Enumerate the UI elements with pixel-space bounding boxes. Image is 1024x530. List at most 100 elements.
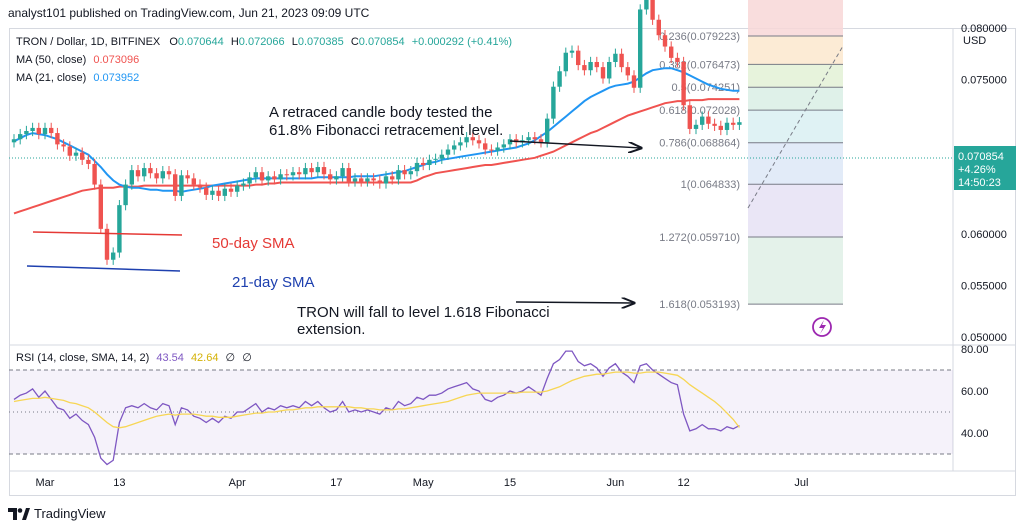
candle (222, 183, 227, 202)
fib-zone (748, 64, 843, 88)
fib-zone (748, 184, 843, 237)
ma50-line (13, 98, 740, 215)
candle (687, 100, 692, 135)
date-tick: Mar (36, 477, 55, 489)
rsi-sma-line (13, 371, 740, 429)
candle (656, 14, 661, 41)
rsi-sma-value: 42.64 (191, 352, 219, 364)
svg-text:TRON / Dollar, 1D, BITFINEX: TRON / Dollar, 1D, BITFINEX O0.070644 H0… (16, 36, 512, 48)
fib-level-label: 0.786(0.068864) (659, 138, 740, 150)
candle (483, 138, 488, 155)
candle (706, 111, 711, 129)
candle (594, 56, 599, 73)
fib-level-label: 1.618(0.053193) (659, 299, 740, 311)
open-value: 0.070644 (178, 36, 224, 48)
currency-label: USD (963, 35, 986, 47)
alert-icon[interactable] (812, 317, 832, 337)
candle (359, 173, 364, 187)
price-tick: 0.060000 (961, 229, 1007, 241)
candle (24, 125, 29, 140)
candle (235, 180, 240, 197)
candle (470, 132, 475, 146)
ma21-value: 0.073952 (93, 72, 139, 84)
target-annotation-line-1: TRON will fall to level 1.618 Fibonacci (297, 304, 550, 321)
candle (334, 171, 339, 185)
candle (30, 122, 35, 137)
ma50-line-group (13, 98, 740, 215)
rsi-legend: RSI (14, close, SMA, 14, 2) 43.54 42.64 … (16, 352, 252, 364)
candle (737, 117, 742, 130)
candle (501, 139, 506, 153)
candle (464, 132, 469, 148)
candle (693, 119, 699, 135)
candle (731, 117, 736, 130)
rsi-axis: 80.00 60.00 40.00 (961, 344, 989, 440)
candle (129, 164, 134, 190)
candle (104, 223, 110, 265)
close-label: C (351, 36, 359, 48)
ma50-label: MA (50, close) (16, 54, 86, 66)
rsi-tick: 40.00 (961, 428, 989, 440)
candle (253, 167, 258, 183)
candle (123, 179, 128, 211)
candle (495, 142, 500, 156)
fib-zone (748, 36, 843, 65)
candle (619, 48, 624, 73)
svg-text:RSI (14, close, SMA, 14, 2): RSI (14, close, SMA, 14, 2) 43.54 42.64 … (16, 352, 252, 364)
svg-text:MA (50, close) 0.073096: MA (50, close) 0.073096 (16, 54, 139, 66)
target-arrow (515, 302, 634, 303)
date-tick: Jun (607, 477, 625, 489)
candle (160, 166, 165, 184)
candle (538, 134, 544, 148)
publication-header: analyst101 published on TradingView.com,… (0, 0, 1024, 26)
candle (266, 171, 271, 186)
candle (526, 132, 531, 146)
price-tick: 0.075000 (961, 75, 1007, 87)
candle (551, 81, 556, 124)
fib-level-label: 1.272(0.059710) (659, 232, 740, 244)
candle (588, 56, 593, 76)
candle (272, 171, 277, 185)
sma21-annotation: 21-day SMA (232, 274, 315, 291)
candle (662, 30, 668, 52)
candle (607, 56, 612, 84)
candle (36, 122, 41, 140)
current-change: +4.26% (958, 164, 996, 176)
rsi-value: 43.54 (156, 352, 184, 364)
rsi-empty-2: ∅ (242, 352, 252, 364)
date-axis[interactable]: Mar 13 Apr 17 May 15 Jun 12 Jul (36, 477, 809, 489)
candle (545, 113, 550, 148)
candle (309, 162, 314, 178)
candle (290, 167, 296, 181)
date-tick: Apr (229, 477, 246, 489)
candle (408, 166, 413, 180)
high-value: 0.072066 (239, 36, 285, 48)
candle (297, 167, 302, 180)
candle (340, 162, 345, 182)
candle (11, 134, 17, 148)
candle (328, 169, 333, 185)
candle (228, 183, 234, 197)
candle (458, 137, 463, 151)
candle (135, 164, 141, 182)
ma21-line-group (13, 67, 740, 193)
candle (247, 172, 252, 189)
candle (98, 179, 103, 234)
date-tick: Jul (794, 477, 808, 489)
current-price-badge: 0.070854 +4.26% 14:50:23 (954, 146, 1016, 190)
candle (675, 52, 680, 68)
brand-name: TradingView (34, 506, 106, 521)
candle (259, 167, 265, 186)
candle (86, 154, 91, 170)
candle (303, 162, 308, 180)
sma21-marker-line (26, 265, 181, 272)
candle (80, 147, 85, 165)
rsi-tick: 80.00 (961, 344, 989, 356)
retest-annotation-line-2: 61.8% Fibonacci retracement level. (269, 122, 503, 139)
sma50-annotation: 50-day SMA (212, 235, 295, 252)
high-label: H (231, 36, 239, 48)
candle (142, 162, 147, 182)
candle (346, 162, 351, 187)
price-tick: 0.055000 (961, 281, 1007, 293)
